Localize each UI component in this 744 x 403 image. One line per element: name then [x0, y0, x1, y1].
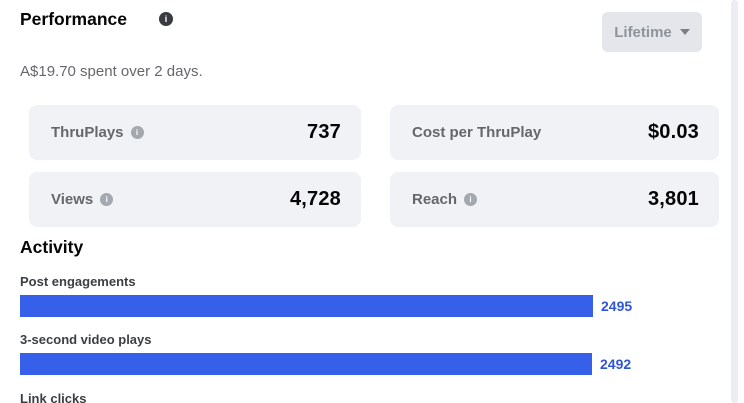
metric-card-views: Views i 4,728 — [29, 172, 361, 227]
metric-card-reach: Reach i 3,801 — [390, 172, 719, 227]
activity-item-link-clicks: Link clicks — [20, 391, 86, 403]
activity-bar — [20, 295, 593, 317]
metric-value: 4,728 — [289, 188, 341, 210]
activity-item-3-second-video-plays: 3-second video plays 2492 — [20, 332, 631, 375]
metric-label: Cost per ThruPlay — [412, 124, 542, 141]
metric-card-cost-per-thruplay: Cost per ThruPlay $0.03 — [390, 105, 719, 160]
activity-item-label: Post engagements — [20, 274, 136, 289]
activity-bar-value: 2495 — [601, 298, 633, 314]
info-icon[interactable]: i — [100, 193, 114, 206]
vertical-scrollbar[interactable] — [731, 0, 738, 403]
date-range-label: Lifetime — [614, 23, 672, 41]
metric-value: $0.03 — [647, 121, 699, 143]
activity-item-post-engagements: Post engagements 2495 — [20, 274, 632, 317]
info-icon[interactable]: i — [464, 193, 478, 206]
info-icon[interactable]: i — [159, 12, 173, 26]
metric-card-thruplays: ThruPlays i 737 — [29, 105, 361, 160]
activity-section-title: Activity — [20, 237, 84, 257]
activity-bar-value: 2492 — [600, 356, 632, 372]
activity-bar — [20, 353, 592, 375]
metric-label: Reach — [412, 191, 458, 208]
spend-summary: A$19.70 spent over 2 days. — [20, 63, 203, 80]
activity-item-label: Link clicks — [20, 391, 87, 403]
activity-item-label: 3-second video plays — [20, 332, 152, 347]
metric-value: 3,801 — [647, 188, 699, 210]
metric-label: Views — [51, 191, 94, 208]
metric-value: 737 — [307, 121, 341, 143]
chevron-down-icon — [679, 29, 690, 35]
panel-title: Performance — [20, 9, 127, 29]
date-range-dropdown[interactable]: Lifetime — [602, 12, 702, 52]
info-icon[interactable]: i — [130, 126, 144, 139]
metric-label: ThruPlays — [51, 124, 124, 141]
